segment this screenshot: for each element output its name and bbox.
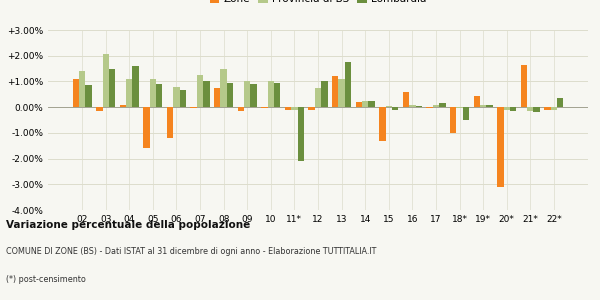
- Bar: [450, 107, 457, 133]
- Bar: [227, 83, 233, 107]
- Bar: [497, 107, 503, 187]
- Bar: [321, 81, 328, 107]
- Bar: [457, 107, 463, 108]
- Bar: [392, 107, 398, 110]
- Bar: [386, 106, 392, 107]
- Bar: [96, 107, 103, 111]
- Bar: [133, 66, 139, 107]
- Text: (*) post-censimento: (*) post-censimento: [6, 274, 86, 284]
- Bar: [103, 54, 109, 107]
- Bar: [510, 107, 516, 111]
- Bar: [521, 65, 527, 107]
- Bar: [109, 69, 115, 107]
- Bar: [487, 105, 493, 107]
- Bar: [291, 107, 298, 110]
- Bar: [551, 107, 557, 110]
- Bar: [480, 105, 487, 107]
- Bar: [261, 107, 268, 108]
- Bar: [315, 88, 321, 107]
- Bar: [126, 79, 133, 107]
- Bar: [345, 62, 351, 107]
- Bar: [368, 101, 375, 107]
- Bar: [197, 75, 203, 107]
- Bar: [356, 102, 362, 107]
- Bar: [214, 88, 220, 107]
- Bar: [473, 96, 480, 107]
- Bar: [427, 107, 433, 108]
- Bar: [173, 87, 179, 107]
- Bar: [220, 69, 227, 107]
- Bar: [298, 107, 304, 161]
- Bar: [285, 107, 291, 110]
- Bar: [190, 107, 197, 108]
- Bar: [120, 105, 126, 107]
- Bar: [79, 71, 85, 107]
- Bar: [557, 98, 563, 107]
- Bar: [156, 84, 163, 107]
- Bar: [527, 107, 533, 111]
- Bar: [338, 79, 345, 107]
- Bar: [238, 107, 244, 111]
- Bar: [244, 81, 250, 107]
- Bar: [85, 85, 92, 107]
- Bar: [179, 90, 186, 107]
- Bar: [439, 103, 446, 107]
- Bar: [503, 107, 510, 110]
- Bar: [544, 107, 551, 110]
- Bar: [203, 81, 209, 107]
- Bar: [409, 105, 416, 107]
- Bar: [433, 105, 439, 107]
- Bar: [167, 107, 173, 138]
- Bar: [143, 107, 149, 148]
- Bar: [463, 107, 469, 120]
- Bar: [73, 79, 79, 107]
- Bar: [403, 92, 409, 107]
- Text: Variazione percentuale della popolazione: Variazione percentuale della popolazione: [6, 220, 250, 230]
- Bar: [416, 106, 422, 107]
- Bar: [379, 107, 386, 141]
- Bar: [250, 84, 257, 107]
- Legend: Zone, Provincia di BS, Lombardia: Zone, Provincia di BS, Lombardia: [206, 0, 430, 8]
- Bar: [332, 76, 338, 107]
- Bar: [308, 107, 315, 110]
- Bar: [533, 107, 540, 112]
- Bar: [362, 101, 368, 107]
- Bar: [274, 83, 280, 107]
- Bar: [268, 81, 274, 107]
- Bar: [149, 79, 156, 107]
- Text: COMUNE DI ZONE (BS) - Dati ISTAT al 31 dicembre di ogni anno - Elaborazione TUTT: COMUNE DI ZONE (BS) - Dati ISTAT al 31 d…: [6, 248, 376, 256]
